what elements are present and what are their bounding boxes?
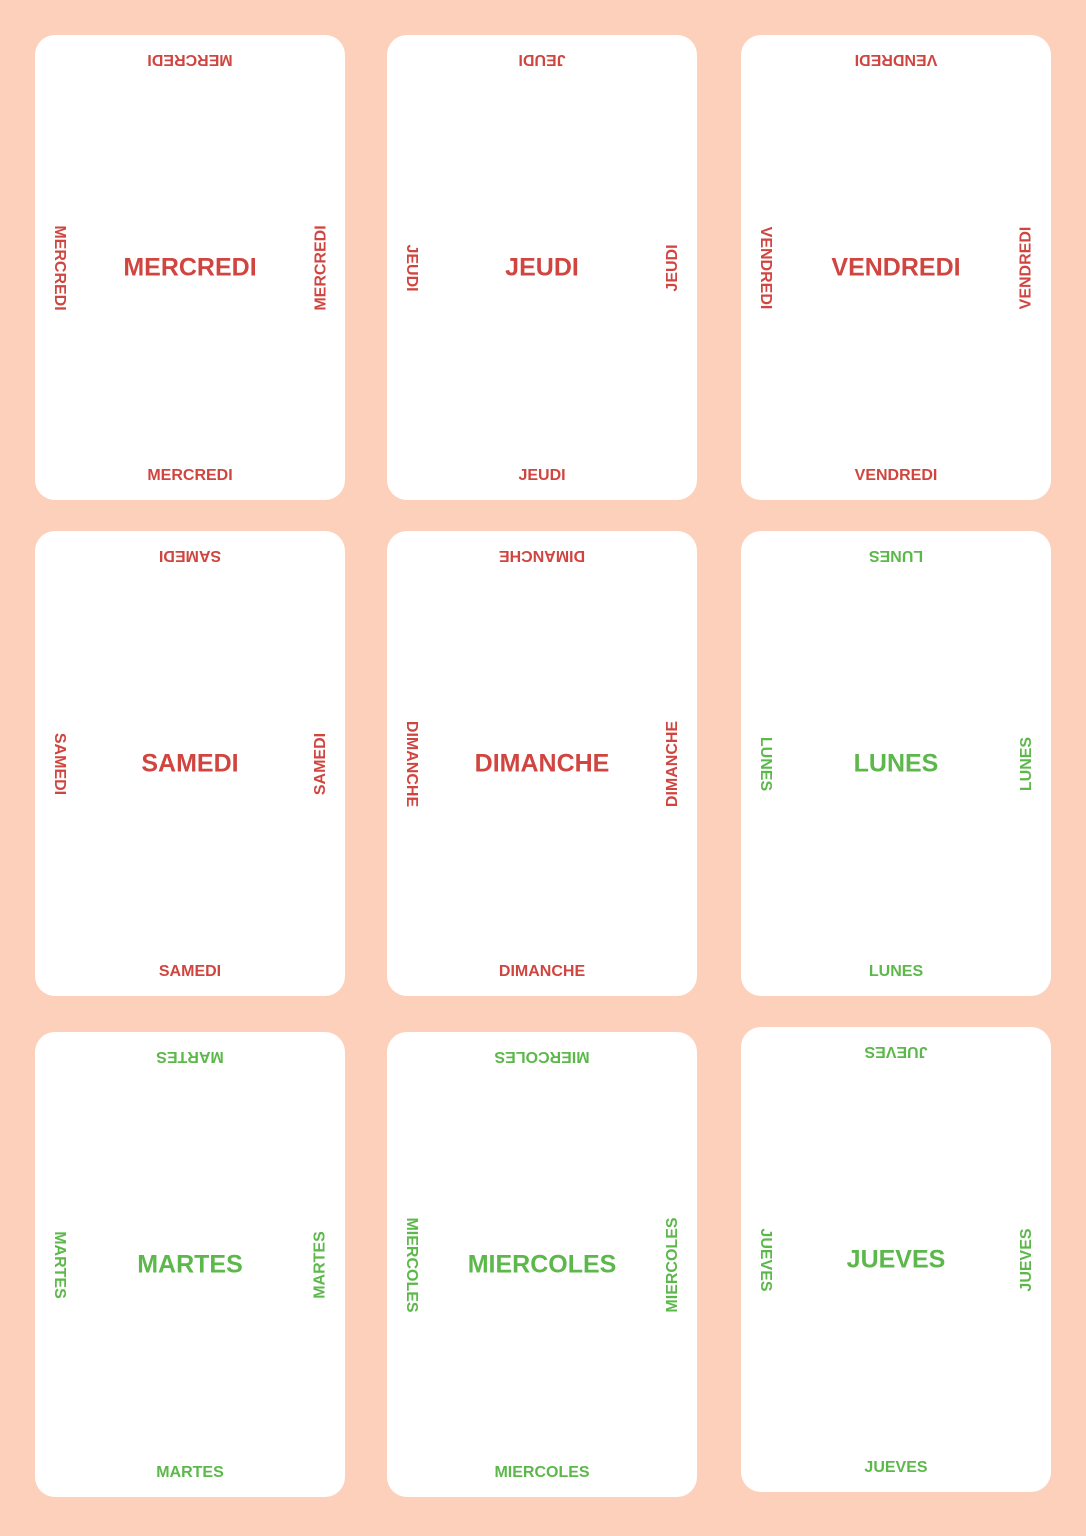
card-label-top: SAMEDI — [158, 547, 222, 564]
card-martes[interactable]: MARTES MARTES MARTES MARTES MARTES — [35, 1032, 345, 1497]
card-samedi[interactable]: SAMEDI SAMEDI SAMEDI SAMEDI SAMEDI — [35, 531, 345, 996]
card-label-bottom: LUNES — [868, 963, 924, 980]
card-label-left: MARTES — [51, 1230, 68, 1299]
card-label-center: DIMANCHE — [474, 749, 610, 777]
card-label-center: SAMEDI — [141, 749, 239, 777]
card-label-right: JEUDI — [664, 243, 681, 292]
card-label-center: VENDREDI — [831, 253, 961, 281]
card-label-right: JUEVES — [1018, 1227, 1035, 1292]
card-label-left: VENDREDI — [757, 226, 774, 309]
card-label-center: JUEVES — [846, 1245, 946, 1273]
card-label-left: MERCREDI — [51, 224, 68, 311]
card-label-center: MIERCOLES — [467, 1250, 617, 1278]
card-label-right: MERCREDI — [312, 224, 329, 311]
card-label-top: LUNES — [868, 547, 924, 564]
card-label-top: MERCREDI — [147, 51, 233, 68]
card-label-center: LUNES — [853, 749, 939, 777]
card-label-center: MARTES — [137, 1250, 243, 1278]
card-label-top: JUEVES — [864, 1043, 928, 1060]
card-label-right: LUNES — [1018, 736, 1035, 791]
card-label-bottom: JUEVES — [864, 1459, 928, 1476]
card-label-top: DIMANCHE — [498, 547, 586, 564]
card-label-right: SAMEDI — [312, 732, 329, 795]
card-jueves[interactable]: JUEVES JUEVES JUEVES JUEVES JUEVES — [741, 1027, 1051, 1492]
card-dimanche[interactable]: DIMANCHE DIMANCHE DIMANCHE DIMANCHE DIMA… — [387, 531, 697, 996]
card-label-right: MARTES — [312, 1230, 329, 1299]
card-label-right: MIERCOLES — [664, 1216, 681, 1313]
card-mercredi[interactable]: MERCREDI MERCREDI MERCREDI MERCREDI MERC… — [35, 35, 345, 500]
card-label-top: MARTES — [156, 1048, 224, 1065]
card-label-center: MERCREDI — [123, 253, 257, 281]
card-label-left: LUNES — [757, 736, 774, 791]
card-label-left: SAMEDI — [51, 732, 68, 795]
card-label-bottom: MARTES — [156, 1464, 224, 1481]
card-label-top: JEUDI — [518, 51, 566, 68]
card-label-left: MIERCOLES — [403, 1216, 420, 1313]
card-miercoles[interactable]: MIERCOLES MIERCOLES MIERCOLES MIERCOLES … — [387, 1032, 697, 1497]
card-label-right: VENDREDI — [1018, 226, 1035, 309]
card-label-center: JEUDI — [505, 253, 579, 281]
card-label-bottom: DIMANCHE — [498, 963, 586, 980]
card-label-bottom: JEUDI — [518, 467, 566, 484]
card-label-top: MIERCOLES — [494, 1048, 590, 1065]
card-label-bottom: MIERCOLES — [494, 1464, 590, 1481]
card-label-left: JUEVES — [757, 1227, 774, 1292]
card-label-bottom: SAMEDI — [158, 963, 222, 980]
card-label-bottom: VENDREDI — [854, 467, 938, 484]
card-label-right: DIMANCHE — [664, 720, 681, 807]
card-lunes[interactable]: LUNES LUNES LUNES LUNES LUNES — [741, 531, 1051, 996]
card-label-bottom: MERCREDI — [147, 467, 233, 484]
card-label-top: VENDREDI — [854, 51, 938, 68]
card-label-left: DIMANCHE — [403, 720, 420, 807]
card-jeudi[interactable]: JEUDI JEUDI JEUDI JEUDI JEUDI — [387, 35, 697, 500]
card-label-left: JEUDI — [403, 243, 420, 292]
card-vendredi[interactable]: VENDREDI VENDREDI VENDREDI VENDREDI VEND… — [741, 35, 1051, 500]
